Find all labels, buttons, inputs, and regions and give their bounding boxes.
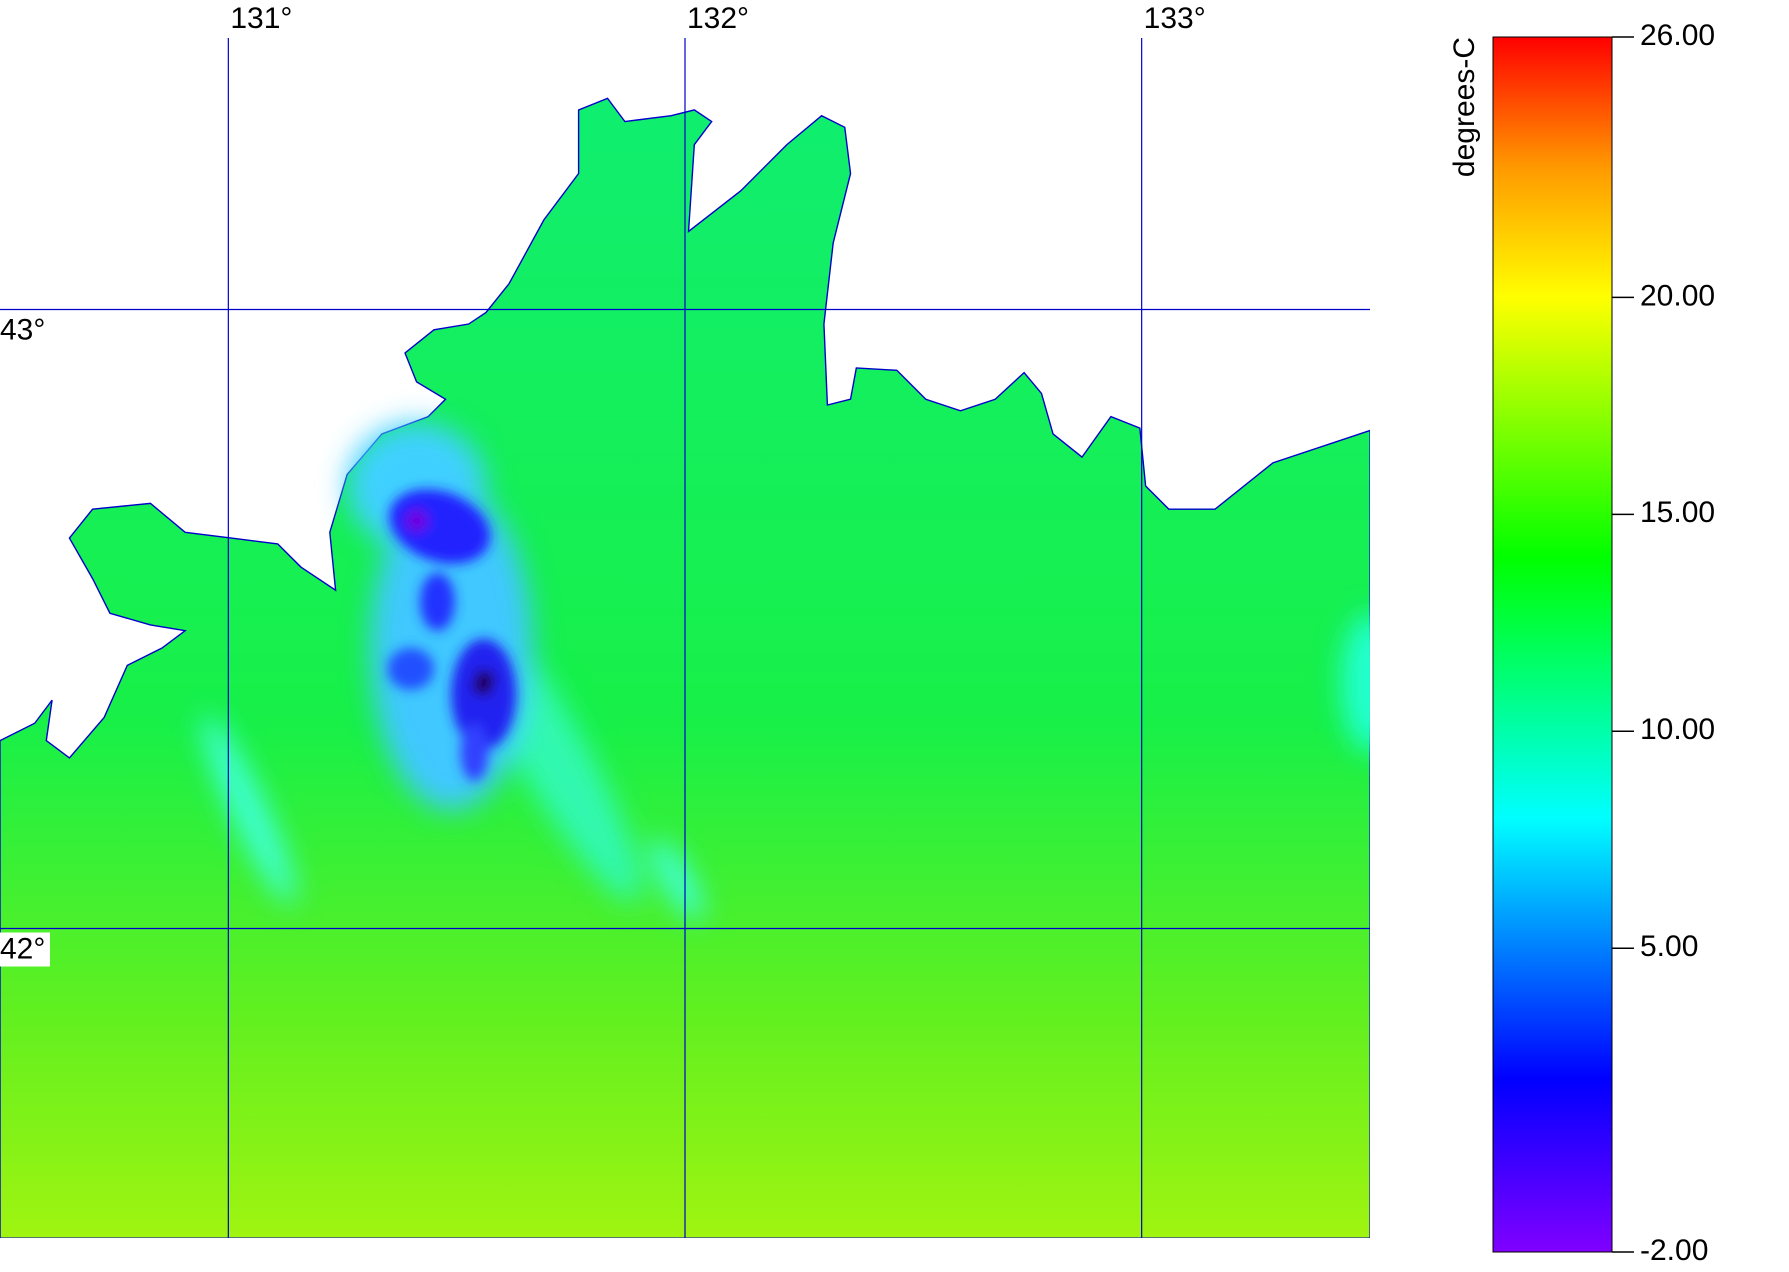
colorbar: degrees-C -2.00 5.00 10.00 15.00 20.00 26.00: [1448, 19, 1715, 1267]
sst-field: [0, 97, 1370, 1238]
lon-label: 132°: [687, 2, 749, 35]
colorbar-tick-label: 10.00: [1640, 713, 1715, 746]
colorbar-tick-label: 20.00: [1640, 279, 1715, 312]
colorbar-tick-label: 15.00: [1640, 496, 1715, 529]
graticule: 131° 132° 133° 43° 42°: [0, 2, 1370, 1238]
lon-label: 131°: [230, 2, 292, 35]
lat-label-bg: [0, 313, 50, 348]
lat-label: 43°: [0, 313, 45, 346]
lon-label: 133°: [1144, 2, 1206, 35]
colorbar-tick-label: 26.00: [1640, 19, 1715, 52]
colorbar-ramp: [1492, 36, 1613, 1253]
colorbar-tick-label: 5.00: [1640, 930, 1698, 963]
lat-label-bg: [0, 932, 50, 967]
colorbar-label: degrees-C: [1448, 37, 1481, 177]
colorbar-tick-label: -2.00: [1640, 1234, 1708, 1267]
lat-label: 42°: [0, 932, 45, 965]
cold-core: [387, 489, 517, 782]
